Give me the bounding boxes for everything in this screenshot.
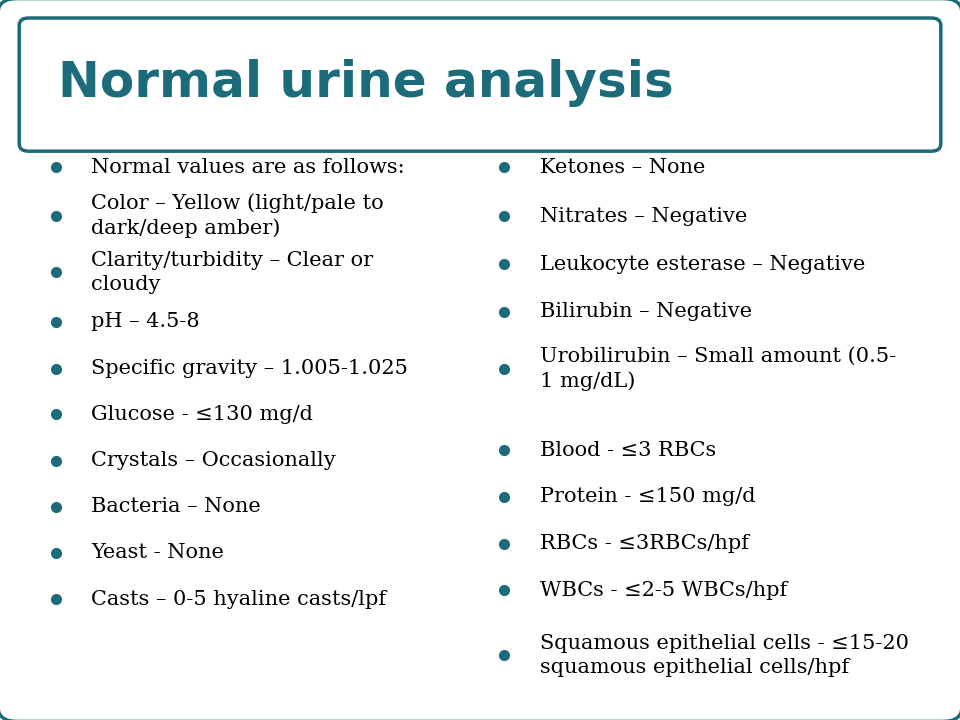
Text: Bacteria – None: Bacteria – None — [91, 498, 261, 516]
FancyBboxPatch shape — [19, 18, 941, 151]
Text: Leukocyte esterase – Negative: Leukocyte esterase – Negative — [540, 255, 865, 274]
Text: Protein - ≤150 mg/d: Protein - ≤150 mg/d — [540, 487, 755, 506]
Text: Yeast - None: Yeast - None — [91, 544, 224, 562]
Text: Normal urine analysis: Normal urine analysis — [58, 59, 673, 107]
Text: Color – Yellow (light/pale to
dark/deep amber): Color – Yellow (light/pale to dark/deep … — [91, 194, 384, 238]
Text: Urobilirubin – Small amount (0.5-
1 mg/dL): Urobilirubin – Small amount (0.5- 1 mg/d… — [540, 346, 896, 391]
Text: pH – 4.5-8: pH – 4.5-8 — [91, 312, 200, 331]
Text: WBCs - ≤2-5 WBCs/hpf: WBCs - ≤2-5 WBCs/hpf — [540, 581, 787, 600]
Text: Blood - ≤3 RBCs: Blood - ≤3 RBCs — [540, 441, 716, 459]
Text: Nitrates – Negative: Nitrates – Negative — [540, 207, 747, 225]
Text: Normal values are as follows:: Normal values are as follows: — [91, 158, 405, 176]
Text: Casts – 0-5 hyaline casts/lpf: Casts – 0-5 hyaline casts/lpf — [91, 590, 386, 608]
Text: Crystals – Occasionally: Crystals – Occasionally — [91, 451, 336, 470]
Text: Bilirubin – Negative: Bilirubin – Negative — [540, 302, 752, 321]
Text: Specific gravity – 1.005-1.025: Specific gravity – 1.005-1.025 — [91, 359, 408, 378]
Text: Ketones – None: Ketones – None — [540, 158, 705, 176]
Text: Squamous epithelial cells - ≤15-20
squamous epithelial cells/hpf: Squamous epithelial cells - ≤15-20 squam… — [540, 634, 908, 677]
Text: Glucose - ≤130 mg/d: Glucose - ≤130 mg/d — [91, 405, 313, 423]
Text: Clarity/turbidity – Clear or
cloudy: Clarity/turbidity – Clear or cloudy — [91, 251, 373, 294]
Text: RBCs - ≤3RBCs/hpf: RBCs - ≤3RBCs/hpf — [540, 534, 749, 553]
